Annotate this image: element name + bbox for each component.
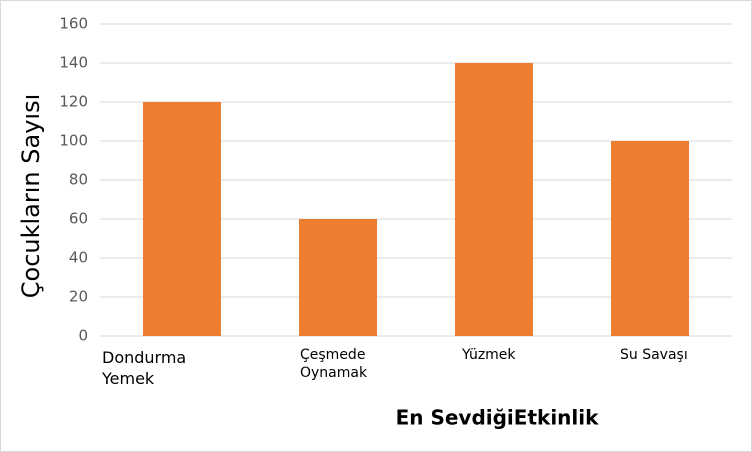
y-tick-label: 0	[78, 327, 88, 345]
bar	[611, 141, 689, 336]
y-tick-label: 120	[59, 93, 88, 111]
bar	[143, 102, 221, 336]
y-tick-label: 140	[59, 54, 88, 72]
y-tick-label: 60	[69, 210, 88, 228]
x-tick-label: Çeşmede Oynamak	[300, 347, 368, 382]
x-tick-label: Su Savaşı	[620, 347, 688, 363]
x-tick-label: Dondurma Yemek	[102, 348, 187, 388]
y-axis-label: Çocukların Sayısı	[17, 94, 45, 298]
y-tick-label: 100	[59, 132, 88, 150]
bar	[455, 63, 533, 336]
bar	[299, 219, 377, 336]
y-tick-label: 80	[69, 171, 88, 189]
y-tick-label: 40	[69, 249, 88, 267]
y-tick-label: 160	[59, 15, 88, 33]
x-tick-label: Yüzmek	[462, 347, 516, 363]
x-axis-label: En SevdiğiEtkinlik	[396, 406, 600, 430]
y-tick-label: 20	[69, 288, 88, 306]
